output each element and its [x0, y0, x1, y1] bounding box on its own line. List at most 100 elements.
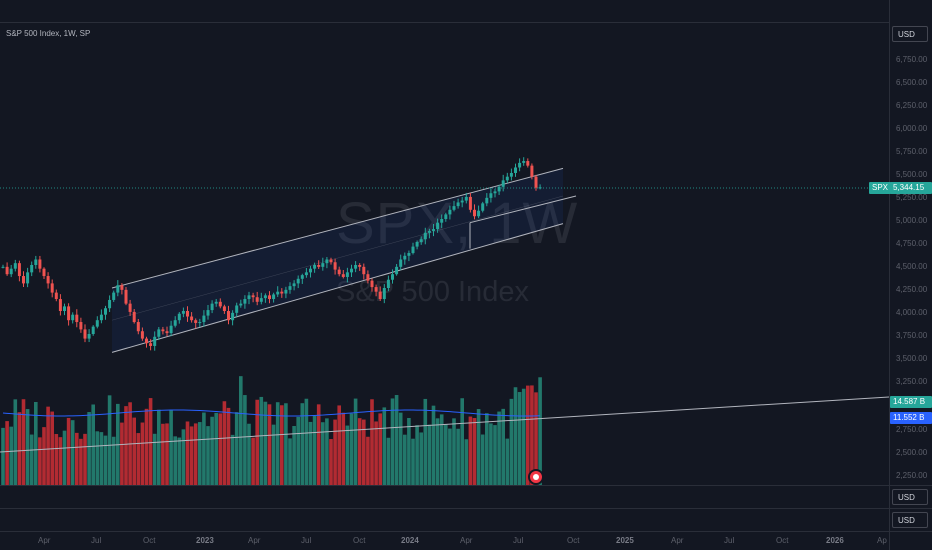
candle-body — [22, 276, 25, 284]
volume-bar — [107, 395, 112, 485]
volume-bar — [321, 422, 325, 485]
volume-bar — [9, 426, 13, 485]
candle-body — [95, 320, 99, 327]
symbol-label[interactable]: S&P 500 Index, 1W, SP — [6, 29, 91, 38]
candle-body — [173, 320, 177, 326]
volume-bar — [345, 425, 350, 485]
candle-body — [181, 311, 185, 314]
time-tick: Oct — [353, 536, 366, 545]
volume-bar — [357, 418, 362, 485]
candle-body — [296, 278, 300, 284]
currency-button-pane-3[interactable]: USD — [892, 512, 928, 528]
candle-body — [337, 269, 341, 275]
candle-body — [403, 255, 407, 260]
volume-bar — [284, 403, 288, 485]
volume-bar — [472, 418, 477, 485]
candle-body — [54, 292, 58, 300]
candle-body — [210, 303, 214, 311]
candle-body — [165, 331, 169, 334]
volume-bar — [448, 428, 452, 485]
candle-body — [399, 259, 403, 267]
candle-body — [227, 311, 230, 321]
candle-body — [489, 193, 493, 198]
volume-bar — [58, 437, 63, 485]
volume-bar — [83, 433, 87, 485]
channel-lower-line — [111, 223, 564, 353]
time-tick: Apr — [38, 536, 51, 545]
volume-bar — [382, 407, 387, 485]
price-tick: 2,750.00 — [896, 425, 928, 434]
price-tick: 6,250.00 — [896, 101, 928, 110]
volume-bar — [423, 398, 428, 485]
currency-button-pane-2[interactable]: USD — [892, 489, 928, 505]
candle-body — [186, 311, 189, 317]
volume-bar — [464, 439, 469, 485]
volume-bar — [493, 425, 497, 485]
candle-body — [276, 291, 280, 295]
volume-bar — [501, 408, 505, 485]
candle-body — [214, 301, 218, 304]
price-axis-border — [889, 0, 890, 550]
candle-body — [5, 266, 9, 275]
time-tick: Oct — [567, 536, 580, 545]
volume-bar — [87, 412, 91, 485]
candle-body — [194, 320, 198, 323]
volume-bar — [132, 417, 136, 485]
candle-body — [436, 222, 440, 230]
volume-bar — [239, 376, 243, 485]
time-tick: 2023 — [196, 536, 214, 545]
pane-separator-3 — [0, 531, 932, 532]
volume-bar — [329, 439, 333, 485]
volume-bar — [169, 409, 173, 485]
volume-bar — [165, 423, 169, 485]
volume-bar — [202, 412, 206, 485]
volume-bar — [444, 424, 448, 485]
candle-body — [288, 286, 292, 290]
candle-layer — [1, 157, 542, 351]
price-tick: 3,750.00 — [896, 331, 928, 340]
candle-body — [145, 338, 148, 344]
candle-body — [382, 288, 386, 300]
candle-body — [325, 259, 329, 264]
candle-body — [79, 322, 83, 330]
volume-bar — [38, 437, 42, 485]
flag-icon[interactable] — [528, 469, 544, 485]
volume-bar — [378, 413, 382, 485]
volume-bar — [177, 437, 182, 485]
volume-bar — [530, 385, 534, 485]
price-tick: 3,250.00 — [896, 377, 928, 386]
currency-button-main[interactable]: USD — [892, 26, 928, 42]
candle-body — [13, 263, 17, 269]
time-tick: 2025 — [616, 536, 634, 545]
volume-bar — [42, 427, 46, 485]
candle-body — [58, 299, 62, 311]
volume-bar — [120, 422, 124, 485]
candle-body — [501, 180, 505, 187]
candle-body — [304, 272, 308, 276]
candle-body — [91, 326, 95, 334]
candle-body — [206, 310, 210, 316]
volume-bar — [505, 438, 510, 485]
candle-body — [300, 275, 304, 279]
volume-bar — [468, 416, 473, 485]
candle-body — [419, 239, 423, 242]
candle-body — [526, 161, 530, 166]
time-tick: Ap — [877, 536, 887, 545]
top-divider — [0, 22, 889, 23]
price-tick: 5,500.00 — [896, 170, 928, 179]
volume-bar — [407, 418, 411, 485]
volume-bar — [140, 422, 145, 485]
candle-body — [317, 265, 321, 267]
volume-bar — [218, 413, 223, 485]
volume-bar — [415, 425, 419, 485]
candle-body — [34, 259, 38, 265]
candle-body — [468, 196, 472, 210]
price-tick: 4,250.00 — [896, 285, 928, 294]
candle-body — [272, 294, 276, 300]
chart-canvas[interactable] — [0, 0, 889, 550]
candle-body — [522, 161, 526, 163]
volume-bar — [157, 409, 161, 485]
volume-bar — [403, 434, 407, 485]
candle-body — [514, 167, 517, 173]
candle-body — [530, 165, 534, 177]
